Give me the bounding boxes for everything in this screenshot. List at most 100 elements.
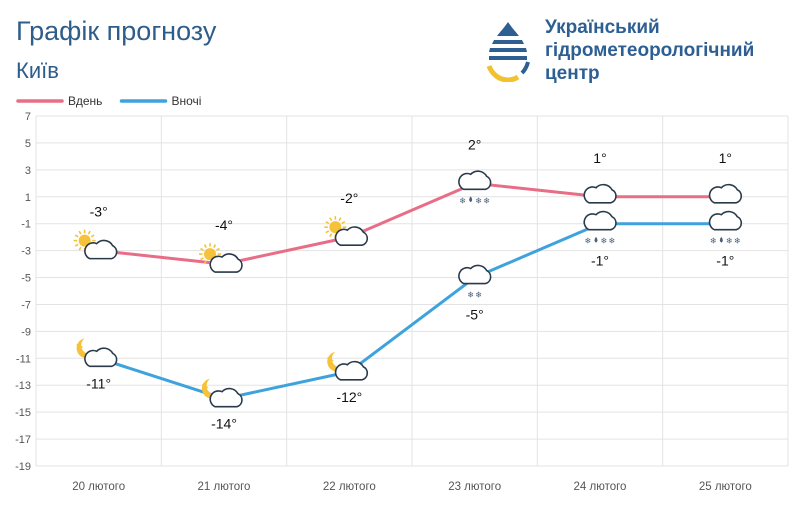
data-label: -14° [211,416,237,432]
snowflake-icon: ❄ [726,237,733,246]
cloud-shape [583,210,617,231]
org-name-line-1: Український [545,17,660,38]
y-tick-label: -11 [16,353,31,365]
y-tick-label: -3 [21,246,31,258]
y-tick-label: 3 [25,165,31,177]
raindrop-icon [469,196,473,203]
sun-ray [200,257,204,261]
cloud-shape [458,170,492,191]
y-tick-label: 5 [25,138,31,150]
data-label: -4° [215,217,233,233]
sun-ray [74,234,79,238]
city-name: Київ [16,58,59,83]
cloud-shape [84,239,118,260]
org-name-line-2: гідрометеорологічний [545,40,755,61]
sun-ray [338,217,342,222]
sun-ray [203,260,207,265]
cloud-snow-rain-icon: ❄ ❄ ❄ [458,170,492,205]
data-label: -1° [591,253,609,269]
y-tick-label: -1 [21,219,31,231]
snowflake-icon: ❄ [734,237,741,246]
legend-label: Вночі [172,94,202,108]
legend: Вдень Вночі [16,94,202,108]
cloud-shape [84,347,118,368]
sun-ray [325,230,330,234]
moon-cloud-icon [327,351,369,381]
org-name: Український гідрометеорологічний центр [545,16,795,85]
sun-disc [329,221,342,234]
moon-ray [327,357,334,362]
data-label: -5° [466,307,484,323]
data-label: -3° [90,204,108,220]
cloud-shape [458,264,492,285]
x-tick-label: 22 лютого [323,481,376,493]
sun-ray [200,247,204,252]
cloud-icon [583,183,617,204]
y-tick-label: -17 [15,434,31,446]
y-tick-label: -9 [21,326,31,338]
data-label: 2° [468,136,481,152]
moon-shape [76,338,96,359]
sun-cloud-icon [324,216,369,246]
cloud-shape [209,387,243,408]
moon-cloud-icon [201,378,243,408]
org-logo-icon [486,22,530,82]
data-label: -1° [716,253,734,269]
y-tick-label: -13 [15,380,31,392]
page-title: Графік прогнозу [16,16,217,46]
sun-ray [329,217,333,222]
sun-disc [78,234,91,247]
moon-cloud-icon [76,338,118,368]
sun-ray [87,230,91,235]
snowflake-icon: ❄ [467,291,474,300]
cloud-icon [708,183,743,204]
sun-ray [325,220,330,225]
snowflake-icon: ❄ [585,237,592,246]
y-tick-label: 7 [25,111,31,123]
moon-shape [201,378,221,399]
y-tick-label: -19 [15,461,31,473]
data-label: -2° [340,190,358,206]
cloud-shape [209,253,243,273]
y-tick-label: -5 [21,273,31,285]
cloud-snow-rain-icon: ❄ ❄ ❄ [708,210,743,246]
sun-ray [78,246,82,251]
sun-ray [213,244,217,248]
sun-cloud-icon [199,243,243,273]
snowflake-icon: ❄ [459,196,466,205]
y-tick-label: -7 [21,299,31,311]
data-label: 1° [719,150,732,166]
cloud-snow-rain-icon: ❄ ❄ ❄ [583,210,617,246]
cloud-shape [334,226,369,246]
snowflake-icon: ❄ [475,291,482,300]
cloud-shape [708,210,743,231]
cloud-shape [334,360,369,381]
sun-ray [74,243,79,247]
x-tick-label: 23 лютого [448,481,501,493]
moon-ray [76,343,83,348]
cloud-snow-icon: ❄ ❄ [458,264,492,300]
raindrop-icon [719,236,723,243]
grid: 7 5 3 1 -1 -3 -5 -7 -9 -11 -13 -15 -17 -19 20 лютого 21… [15,111,789,493]
sun-ray [203,244,207,248]
moon-ray [201,384,209,389]
data-label: 1° [593,150,606,166]
sun-ray [329,233,333,238]
cloud-shape [708,183,743,204]
y-tick-label: 1 [25,192,31,204]
sun-ray [78,230,82,235]
sun-ray [341,220,346,225]
x-tick-label: 24 лютого [574,481,627,493]
snowflake-icon: ❄ [601,237,608,246]
sun-ray [90,234,95,238]
snowflake-icon: ❄ [483,196,490,205]
sun-disc [204,248,216,261]
sun-ray [216,247,220,252]
y-tick-label: -15 [15,407,31,419]
raindrop-icon [594,236,598,243]
x-tick-label: 25 лютого [699,481,752,493]
x-tick-label: 21 лютого [198,481,251,493]
moon-shape [327,351,347,372]
x-tick-label: 20 лютого [72,481,125,493]
